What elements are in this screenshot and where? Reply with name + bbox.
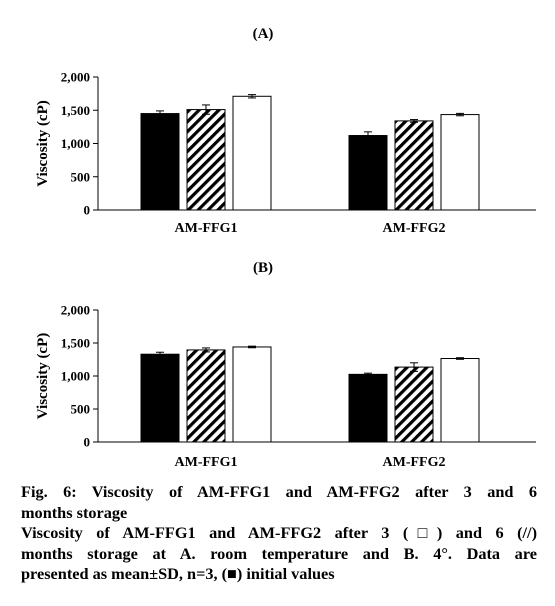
figure-caption: Fig. 6: Viscosity of AM-FFG1 and AM-FFG2… <box>21 482 537 585</box>
y-tick-label: 2,000 <box>61 303 90 318</box>
bar-open <box>440 358 480 443</box>
y-tick-label: 0 <box>84 203 91 218</box>
panel-label: (B) <box>253 260 273 276</box>
chart-panel-a: (A) 0 500 1,000 1,500 2,000 Viscosity (cP) AM-F… <box>35 26 536 236</box>
y-tick-label: 2,000 <box>61 70 90 85</box>
y-tick-label: 500 <box>71 169 91 184</box>
bar-hatched <box>186 349 226 443</box>
bar-solid <box>348 373 388 443</box>
y-tick-label: 1,000 <box>61 369 90 384</box>
bar-hatched <box>394 366 434 443</box>
y-axis-title: Viscosity (cP) <box>35 333 51 420</box>
x-category-label: AM-FFG2 <box>383 455 446 470</box>
chart-panel-b: (B) 0 500 1,000 1,500 2,000 Viscosity (cP) AM-F… <box>35 260 536 470</box>
y-axis-title: Viscosity (cP) <box>35 100 51 187</box>
x-category-label: AM-FFG1 <box>175 455 238 470</box>
y-tick-label: 0 <box>84 435 91 450</box>
caption-line: Viscosity of AM-FFG1 and AM-FFG2 after 3… <box>21 523 537 542</box>
y-tick-label: 500 <box>71 402 91 417</box>
panel-label: (A) <box>253 26 274 42</box>
y-tick-label: 1,500 <box>61 336 90 351</box>
caption-line: presented as mean±SD, n=3, (■) initial v… <box>21 564 335 583</box>
bar-hatched <box>394 120 434 211</box>
bar-open <box>440 114 480 211</box>
bar-open <box>232 346 272 443</box>
y-tick-label: 1,500 <box>61 103 90 118</box>
bar-open <box>232 95 272 211</box>
y-tick-label: 1,000 <box>61 136 90 151</box>
caption-line: Fig. 6: Viscosity of AM-FFG1 and AM-FFG2… <box>21 482 537 501</box>
figure-charts: (A) 0 500 1,000 1,500 2,000 Viscosity (cP) AM-F… <box>35 26 536 470</box>
x-category-label: AM-FFG1 <box>175 221 238 236</box>
bar-solid <box>348 135 388 211</box>
bar-hatched <box>186 109 226 211</box>
bar-solid <box>140 113 180 211</box>
caption-line: months storage at A. room temperature an… <box>21 543 537 563</box>
caption-line: months storage <box>21 502 128 522</box>
x-category-label: AM-FFG2 <box>383 221 446 236</box>
bar-solid <box>140 353 180 443</box>
